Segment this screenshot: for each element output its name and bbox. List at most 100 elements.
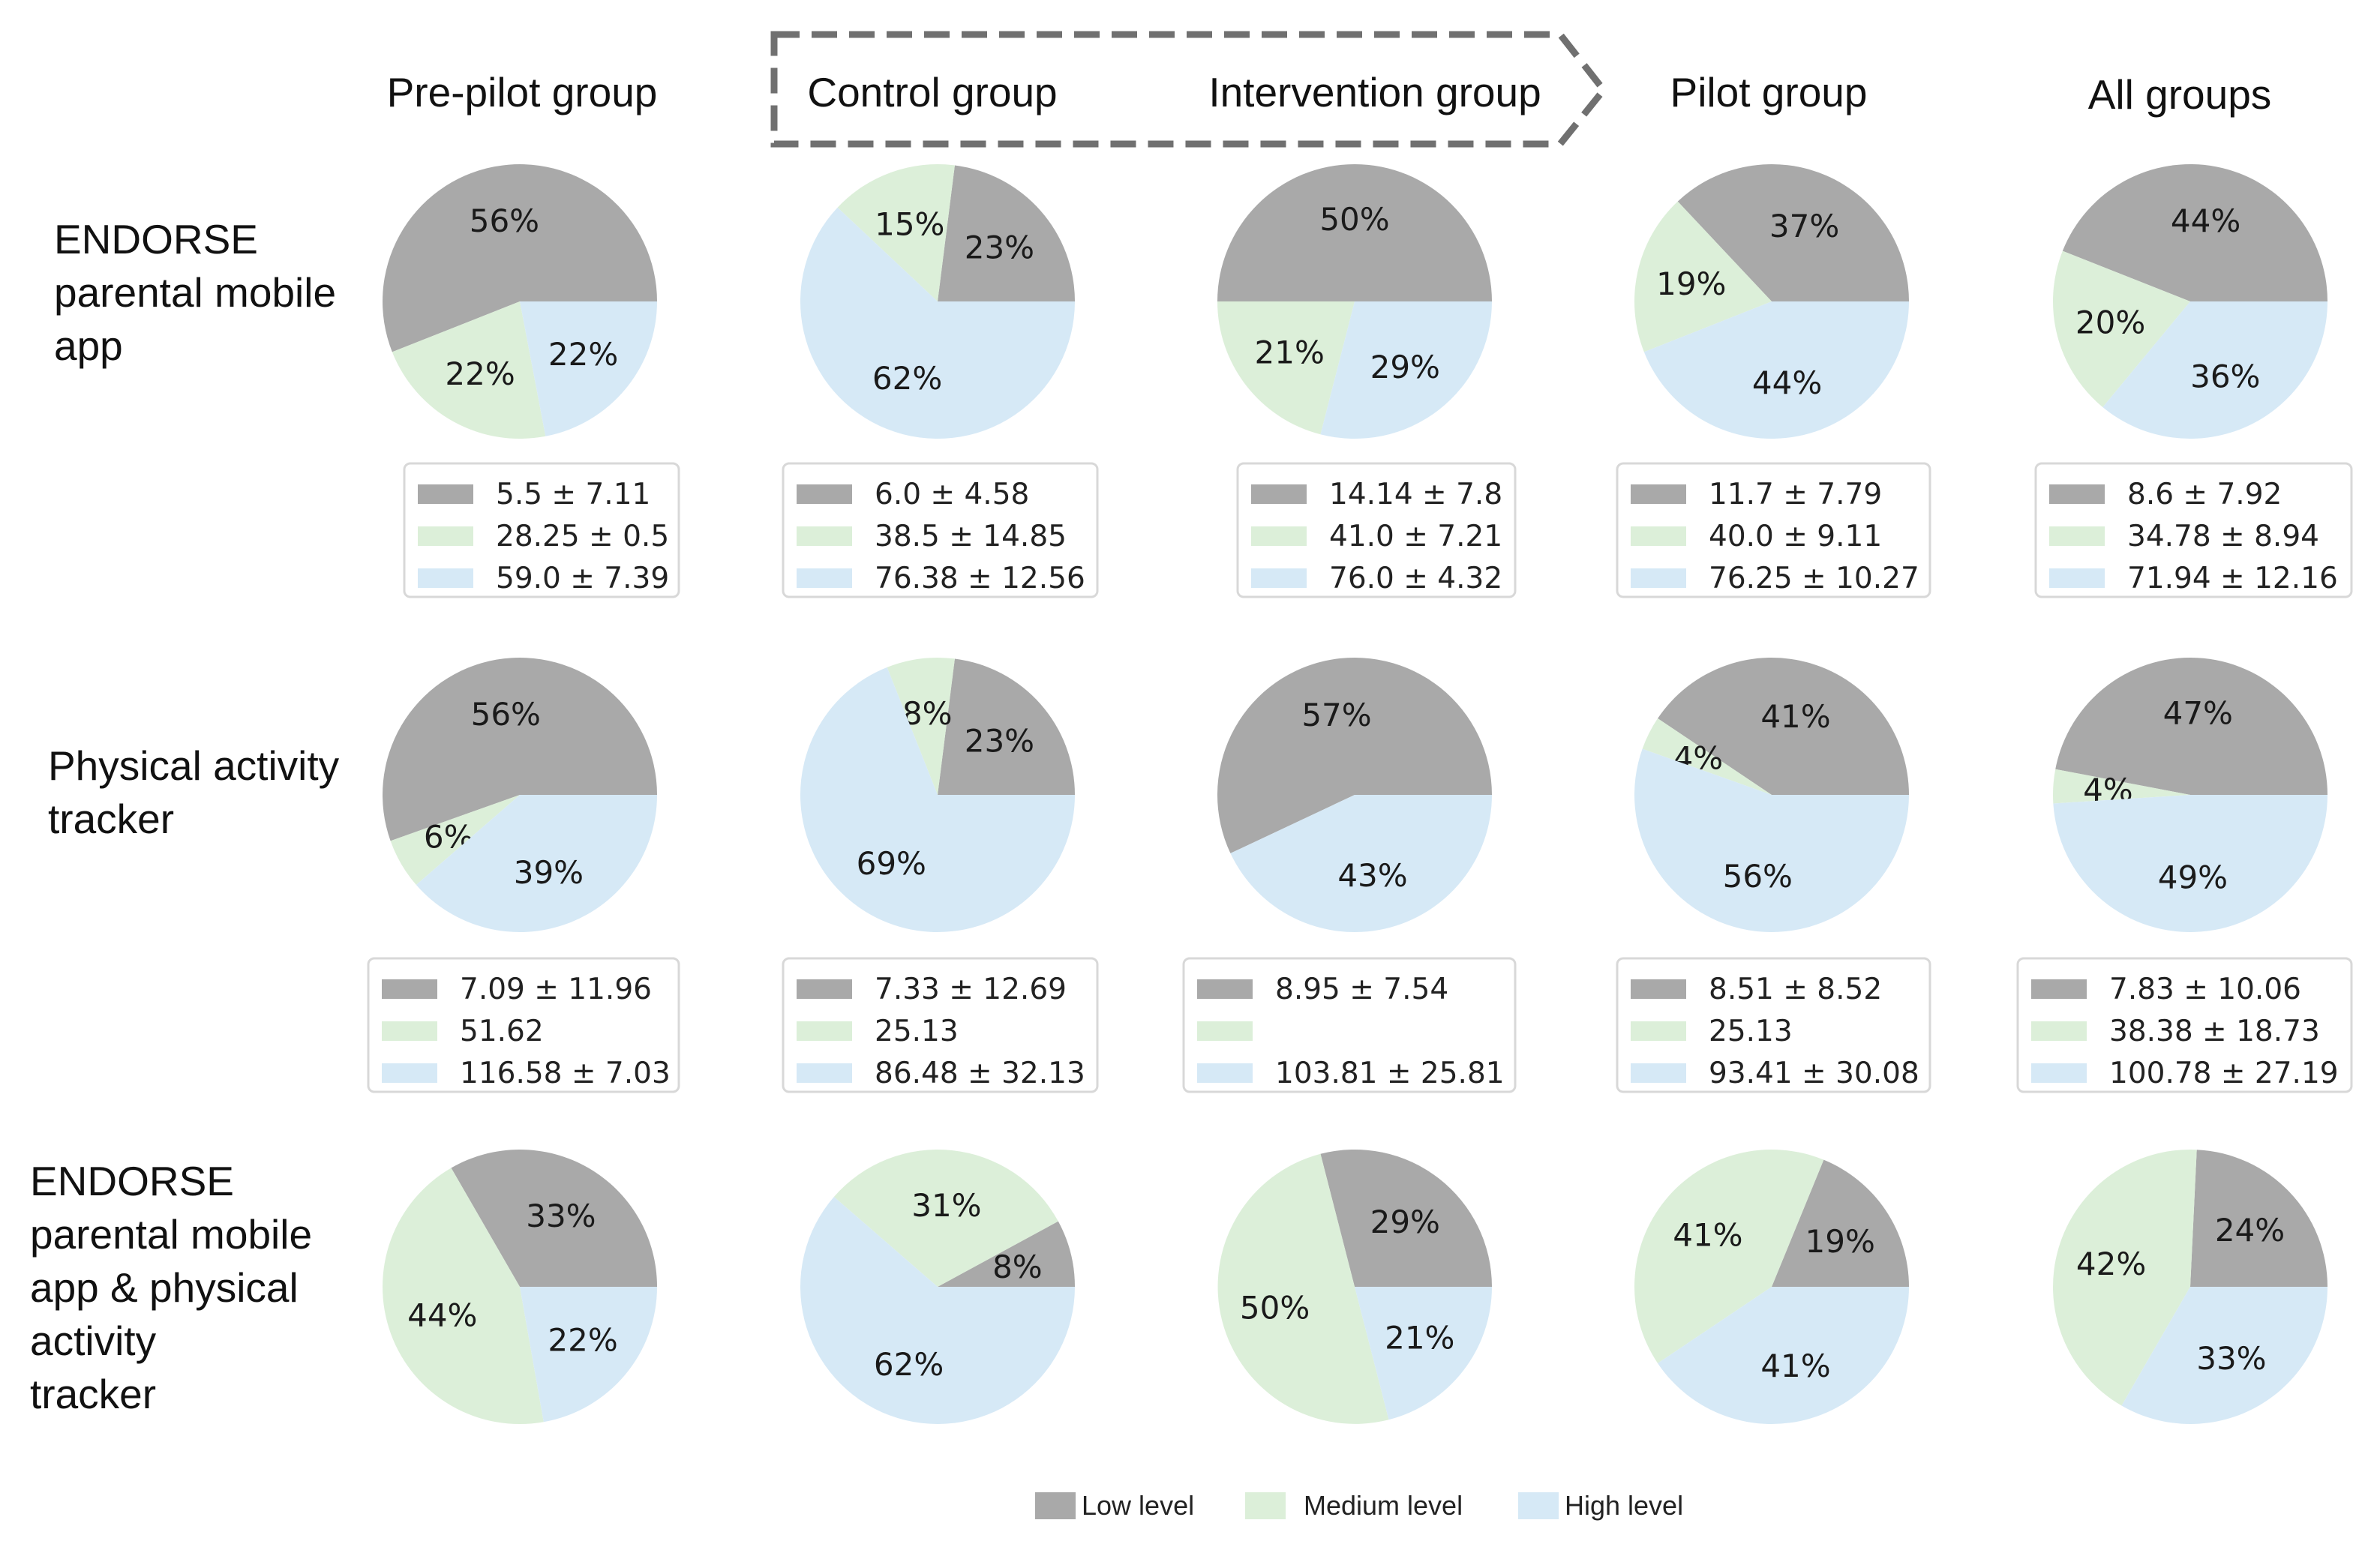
pie-slice-medium xyxy=(1642,718,1772,795)
pie-slice-label: 44% xyxy=(407,1297,477,1334)
stat-swatch-medium xyxy=(797,526,852,546)
stat-swatch-low xyxy=(1631,484,1686,504)
pie-slice-high xyxy=(2102,301,2327,439)
stat-swatch-medium xyxy=(1631,1021,1686,1041)
stat-box: 8.51 ± 8.52 25.13 93.41 ± 30.08 xyxy=(1616,957,1931,1093)
pie: 44% 20% 36% xyxy=(2052,163,2328,439)
pie-slice-low xyxy=(938,658,1075,795)
stat-value-medium: 51.62 xyxy=(460,1015,544,1048)
dashed-arrow-outline xyxy=(770,31,1608,148)
pie-slice-label: 41% xyxy=(1760,698,1830,735)
stat-swatch-high xyxy=(2049,568,2105,588)
row-label-app-line: app xyxy=(54,322,123,369)
stat-value-medium: 40.0 ± 9.11 xyxy=(1709,520,1882,553)
pie-slice-medium xyxy=(390,795,520,886)
pie-slice-low xyxy=(2190,1150,2327,1287)
stat-box: 8.6 ± 7.92 34.78 ± 8.94 71.94 ± 12.16 xyxy=(2034,462,2353,598)
pie-slice-label: 44% xyxy=(2171,202,2240,239)
pie-slice-label: 22% xyxy=(548,336,618,373)
pie-slice-label: 69% xyxy=(857,845,926,882)
row-labels: ENDORSE parental mobile app Physical act… xyxy=(30,216,340,1417)
stat-value-medium: 25.13 xyxy=(1709,1015,1793,1048)
pie-slice-label: 29% xyxy=(1370,349,1440,385)
pie-slice-label: 8% xyxy=(992,1249,1043,1285)
pie-slice-medium xyxy=(2053,1150,2197,1406)
pie: 29% 50% 21% xyxy=(1217,1150,1492,1424)
stat-boxes: 5.5 ± 7.11 28.25 ± 0.5 59.0 ± 7.39 6.0 ± 4.… xyxy=(367,462,2353,1093)
legend-label-high: High level xyxy=(1565,1490,1683,1521)
pie-slice-label: 62% xyxy=(872,360,942,397)
pie-slice-low xyxy=(938,1221,1075,1287)
pie-slice-label: 23% xyxy=(965,229,1034,265)
stat-box: 8.95 ± 7.54 103.81 ± 25.81 xyxy=(1182,957,1517,1093)
pie-slice-high xyxy=(520,1287,657,1423)
stat-swatch-low xyxy=(1197,979,1253,999)
row-label-combined-line: activity xyxy=(30,1318,157,1364)
stat-swatch-low xyxy=(2031,979,2087,999)
stat-value-medium: 38.5 ± 14.85 xyxy=(875,520,1067,553)
pie-slice-low xyxy=(1677,164,1909,301)
stat-value-low: 5.5 ± 7.11 xyxy=(496,478,650,511)
pie-slice-medium xyxy=(1634,201,1772,352)
legend-swatch-low xyxy=(1035,1492,1076,1519)
row-label-app-line: parental mobile xyxy=(54,269,336,316)
stat-value-low: 11.7 ± 7.79 xyxy=(1709,478,1882,511)
row-label-app-line: ENDORSE xyxy=(54,216,258,262)
pie-slice-label: 41% xyxy=(1673,1217,1742,1254)
row-label-combined-line: tracker xyxy=(30,1371,156,1417)
pie-slice-low xyxy=(2062,163,2328,301)
stat-box-frame xyxy=(1616,462,1931,598)
stat-value-low: 7.83 ± 10.06 xyxy=(2109,973,2301,1006)
stat-swatch-high xyxy=(797,568,852,588)
pie: 50% 21% 29% xyxy=(1217,164,1492,439)
pie: 37% 19% 44% xyxy=(1634,164,1909,439)
stat-box-frame xyxy=(2034,462,2353,598)
stat-swatch-medium xyxy=(2031,1021,2087,1041)
pie-slice-label: 21% xyxy=(1385,1319,1454,1356)
pie-slice-label: 31% xyxy=(911,1187,981,1224)
stat-value-high: 103.81 ± 25.81 xyxy=(1275,1057,1505,1090)
stat-value-low: 7.09 ± 11.96 xyxy=(460,973,652,1006)
pie-slice-label: 62% xyxy=(874,1346,944,1383)
stat-value-high: 76.25 ± 10.27 xyxy=(1709,562,1919,595)
stat-swatch-medium xyxy=(2049,526,2105,546)
pie-slice-low xyxy=(1772,1159,1909,1287)
stat-value-high: 86.48 ± 32.13 xyxy=(875,1057,1085,1090)
pie-slice-label: 33% xyxy=(2196,1340,2266,1377)
column-header-pilot: Pilot group xyxy=(1670,69,1868,115)
pie-slice-high xyxy=(800,667,1075,932)
stat-swatch-medium xyxy=(1251,526,1307,546)
stat-swatch-low xyxy=(1251,484,1307,504)
row-label-combined-line: ENDORSE xyxy=(30,1158,234,1204)
pie-slice-label: 33% xyxy=(526,1198,596,1234)
pie-slice-label: 47% xyxy=(2163,695,2233,732)
pie-slice-label: 56% xyxy=(470,202,539,239)
pie-slice-medium xyxy=(1634,1150,1824,1363)
stat-value-low: 14.14 ± 7.8 xyxy=(1329,478,1502,511)
pie-slice-label: 8% xyxy=(902,695,953,732)
pie: 33% 44% 22% xyxy=(383,1150,657,1424)
stat-swatch-high xyxy=(1631,568,1686,588)
stat-value-low: 6.0 ± 4.58 xyxy=(875,478,1029,511)
pie-slice-label: 43% xyxy=(1337,857,1407,894)
pie-slice-high xyxy=(1355,1287,1492,1420)
stat-value-high: 100.78 ± 27.19 xyxy=(2109,1057,2339,1090)
column-headers: Pre-pilot group Control group Interventi… xyxy=(387,69,2272,118)
stat-box-frame xyxy=(1616,957,1931,1093)
pie: 57% 43% xyxy=(1217,657,1492,932)
row-label-combined-line: parental mobile xyxy=(30,1211,312,1258)
stat-box-frame xyxy=(1236,462,1517,598)
stat-box: 6.0 ± 4.58 38.5 ± 14.85 76.38 ± 12.56 xyxy=(782,462,1099,598)
stat-box-frame xyxy=(1182,957,1517,1093)
pie-slice-high xyxy=(520,301,657,436)
pie-slice-label: 56% xyxy=(1723,858,1793,895)
stat-box-frame xyxy=(367,957,680,1093)
stat-value-medium: 41.0 ± 7.21 xyxy=(1329,520,1502,553)
pie-slice-label: 57% xyxy=(1301,697,1371,733)
pie-slice-low xyxy=(383,164,657,352)
stat-swatch-low xyxy=(418,484,473,504)
pie: 23% 8% 69% xyxy=(800,657,1075,932)
stat-swatch-medium xyxy=(382,1021,437,1041)
stat-swatch-high xyxy=(1251,568,1307,588)
pie: 24% 42% 33% xyxy=(2053,1150,2327,1424)
